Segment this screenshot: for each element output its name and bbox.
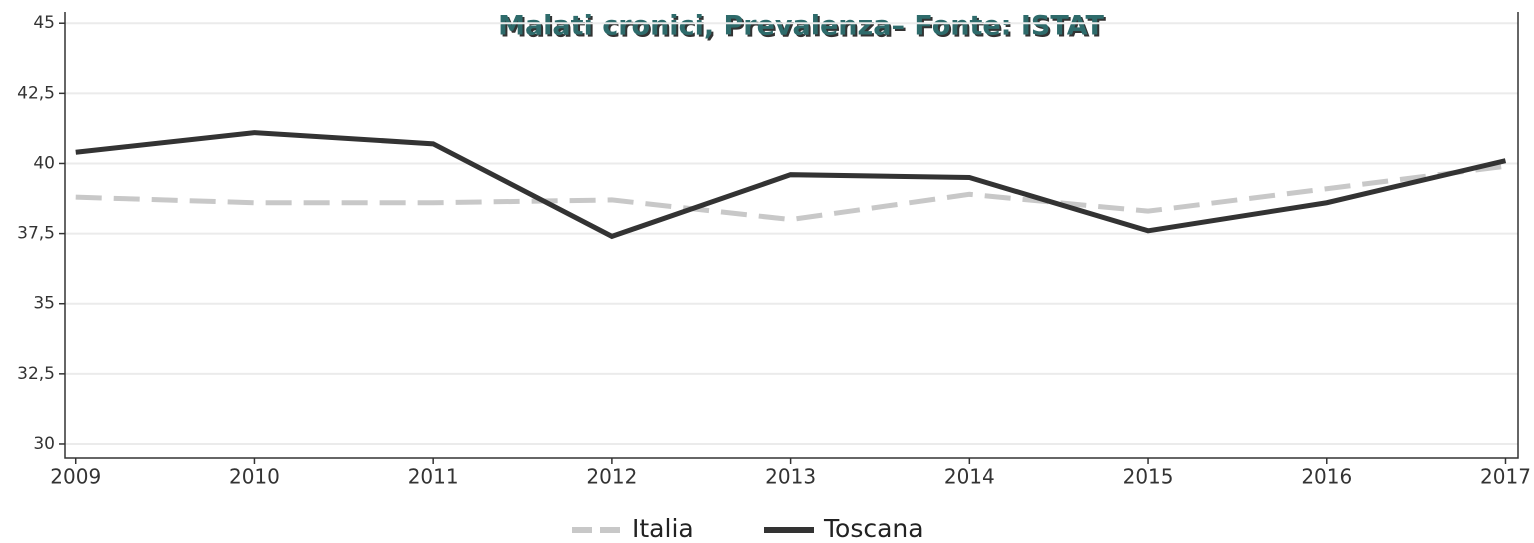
y-tick-label: 30 (33, 434, 55, 454)
x-tick-label: 2011 (408, 465, 459, 489)
legend-label: Italia (632, 514, 694, 543)
x-tick-label: 2010 (229, 465, 280, 489)
x-tick-label: 2009 (50, 465, 101, 489)
axis-frame (64, 12, 1519, 459)
y-tick-label: 37,5 (17, 224, 55, 244)
y-tick-label: 45 (33, 13, 55, 33)
legend-label: Toscana (823, 514, 924, 543)
y-tick-label: 32,5 (17, 364, 55, 384)
chart-title: Malati cronici, Prevalenza– Fonte: ISTAT (498, 11, 1104, 42)
y-tick-label: 35 (33, 294, 55, 314)
x-tick-label: 2016 (1301, 465, 1352, 489)
y-tick-label: 42,5 (17, 83, 55, 103)
x-tick-label: 2013 (765, 465, 816, 489)
x-tick-label: 2017 (1480, 465, 1531, 489)
x-tick-label: 2015 (1123, 465, 1174, 489)
series-line (75, 130, 1507, 240)
series-line (75, 163, 1506, 223)
x-tick-label: 2014 (944, 465, 995, 489)
y-tick-label: 40 (33, 153, 55, 173)
x-tick-label: 2012 (586, 465, 637, 489)
